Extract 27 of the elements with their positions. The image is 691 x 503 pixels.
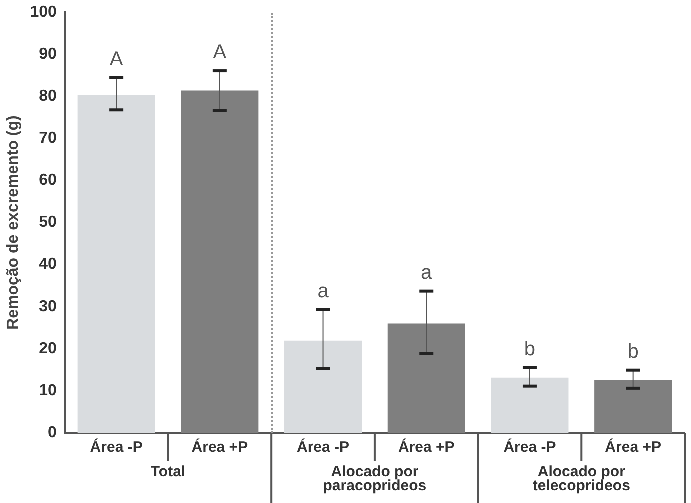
annotation: a [421, 262, 434, 284]
y-tick-label: 50 [39, 214, 57, 232]
y-tick-label: 20 [39, 340, 57, 358]
y-tick-label: 70 [39, 130, 57, 148]
y-tick-label: 90 [39, 46, 57, 64]
annotation: b [524, 338, 536, 360]
text: Alocado por telecoprideos [532, 464, 630, 495]
annotation: b [628, 340, 639, 363]
annotation: a [318, 280, 330, 302]
annotation: A [213, 42, 228, 64]
y-tick-label: 30 [39, 298, 57, 316]
y-tick-label: 60 [39, 172, 57, 190]
x-tick-label: Área +P [192, 438, 248, 456]
x-tick-label: Área -P [297, 438, 350, 456]
text: Alocado por paracoprideos [323, 464, 427, 495]
y-axis-title: Remoção de excremento (g) [5, 116, 22, 330]
x-tick-label: Área -P [504, 438, 556, 456]
y-tick-label: 40 [39, 256, 57, 274]
x-tick-label: Área +P [605, 438, 662, 456]
y-tick-label: 0 [48, 424, 57, 442]
text: Total [150, 464, 186, 481]
y-tick-label: 10 [39, 382, 57, 400]
x-tick-label: Área +P [398, 438, 455, 456]
x-tick-label: Área -P [90, 438, 143, 456]
y-tick-label: 80 [39, 88, 57, 106]
annotation: A [110, 48, 124, 70]
y-tick-label: 100 [30, 4, 57, 22]
